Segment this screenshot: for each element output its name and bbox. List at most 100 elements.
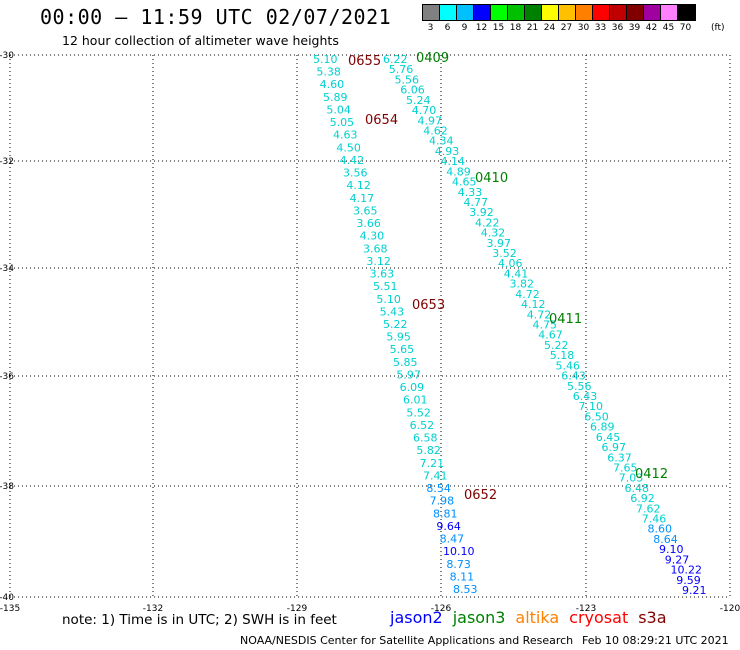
- pass-time-label: 0654: [365, 113, 398, 128]
- track-a-value: 5.04: [326, 103, 351, 116]
- track-a-value: 4.50: [336, 141, 361, 154]
- legend-swatch: [661, 5, 678, 20]
- page-subtitle: 12 hour collection of altimeter wave hei…: [62, 33, 339, 48]
- legend-swatch: [559, 5, 576, 20]
- track-a-value: 4.17: [350, 192, 375, 205]
- track-b-value: 5.22: [544, 339, 569, 352]
- track-b-value: 5.56: [567, 380, 592, 393]
- track-a-value: 8.53: [453, 583, 478, 596]
- track-b-value: 4.89: [446, 165, 471, 178]
- legend-swatch: [440, 5, 457, 20]
- legend-swatch: [525, 5, 542, 20]
- track-b-value: 4.77: [464, 196, 489, 209]
- generated-timestamp: Feb 10 08:29:21 UTC 2021: [582, 634, 729, 647]
- track-a-value: 6.01: [403, 394, 428, 407]
- track-b-value: 5.76: [389, 63, 414, 76]
- track-a-value: 4.12: [346, 179, 371, 192]
- track-b-value: 8.60: [648, 523, 673, 536]
- legend-swatch: [423, 5, 440, 20]
- legend-label: 36: [611, 23, 624, 33]
- footer-note: note: 1) Time is in UTC; 2) SWH is in fe…: [62, 612, 337, 628]
- legend-label: 9: [461, 23, 468, 33]
- track-b-value: 9.10: [659, 543, 684, 556]
- legend-label: 45: [662, 23, 675, 33]
- track-a-value: 6.52: [410, 419, 435, 432]
- pass-time-label: 0409: [416, 51, 449, 66]
- legend-swatch: [610, 5, 627, 20]
- track-a-value: 8.81: [433, 507, 458, 520]
- legend-swatch: [576, 5, 593, 20]
- color-legend: 3 6 9 12 15 18 21 24 27 30 33 36 39 42 45 70 (ft): [422, 4, 725, 33]
- track-a-value: 4.60: [320, 78, 345, 91]
- lon-label: -123: [576, 604, 596, 614]
- legend-label: 12: [475, 23, 488, 33]
- track-b-value: 4.22: [475, 216, 500, 229]
- track-b-value: 4.72: [527, 308, 552, 321]
- legend-labels: 3 6 9 12 15 18 21 24 27 30 33 36 39 42 45 70: [422, 23, 696, 33]
- track-a-value: 5.65: [390, 343, 415, 356]
- track-b-value: 6.45: [596, 431, 621, 444]
- track-b-value: 6.06: [400, 84, 425, 97]
- lon-label: -126: [431, 604, 452, 614]
- track-b-value: 5.56: [395, 73, 420, 86]
- track-a-value: 5.38: [316, 66, 341, 79]
- track-a-value: 8.73: [446, 558, 471, 571]
- track-a-value: 5.10: [376, 293, 401, 306]
- legend-swatch: [474, 5, 491, 20]
- track-a-value: 5.43: [380, 305, 405, 318]
- legend-unit: (ft): [711, 23, 725, 33]
- track-b-value: 5.46: [556, 359, 581, 372]
- pass-time-label: 0652: [464, 488, 497, 503]
- track-a-value: 5.89: [323, 91, 348, 104]
- track-b-value: 4.12: [521, 298, 546, 311]
- lat-label: -36: [0, 372, 14, 382]
- satellite-name: jason3: [452, 608, 506, 627]
- track-b-values: 6.225.765.566.065.244.704.974.624.344.93…: [383, 53, 707, 597]
- track-b-value: 6.92: [630, 492, 655, 505]
- track-b-value: 6.48: [625, 482, 650, 495]
- track-a-value: 7.41: [423, 469, 448, 482]
- track-a-value: 5.22: [383, 318, 408, 331]
- track-a-value: 5.97: [396, 368, 421, 381]
- lon-label: -129: [287, 604, 308, 614]
- track-b-value: 6.97: [602, 441, 627, 454]
- pass-time-labels: 0655 0409 0654 0410 0653 0411 0412 0652: [348, 51, 668, 503]
- track-a-value: 10.10: [443, 545, 475, 558]
- lat-label: -30: [0, 51, 14, 61]
- legend-swatch: [644, 5, 661, 20]
- satellite-name: cryosat: [569, 608, 629, 627]
- legend-label: 18: [509, 23, 522, 33]
- track-a-value: 3.56: [343, 167, 368, 180]
- track-b-value: 4.06: [498, 257, 523, 270]
- track-a-value: 3.68: [363, 242, 388, 255]
- track-b-value: 6.50: [584, 410, 609, 423]
- track-a-value: 7.98: [430, 495, 455, 508]
- track-a-value: 5.51: [373, 280, 398, 293]
- pass-time-label: 0412: [635, 467, 668, 482]
- track-a-value: 3.66: [356, 217, 381, 230]
- page-title: 00:00 – 11:59 UTC 02/07/2021: [40, 5, 392, 29]
- lat-label: -40: [0, 593, 14, 603]
- track-b-value: 4.14: [441, 155, 466, 168]
- track-b-value: 7.03: [619, 472, 644, 485]
- track-a-value: 4.42: [340, 154, 365, 167]
- lon-label: -120: [720, 604, 740, 614]
- credit-text: NOAA/NESDIS Center for Satellite Applica…: [240, 634, 574, 647]
- track-b-value: 4.67: [538, 329, 563, 342]
- legend-label: 15: [492, 23, 505, 33]
- lat-label: -32: [0, 157, 14, 167]
- track-b-value: 10.22: [671, 564, 703, 577]
- track-a-value: 5.52: [406, 406, 431, 419]
- legend-swatch: [593, 5, 610, 20]
- satellite-legend: jason2 jason3 altika cryosat s3a: [390, 608, 667, 627]
- track-b-value: 3.82: [510, 278, 535, 291]
- track-b-value: 5.18: [550, 349, 575, 362]
- pass-time-label: 0410: [475, 171, 508, 186]
- track-a-value: 3.65: [353, 204, 378, 217]
- track-b-value: 3.97: [487, 237, 512, 250]
- track-b-value: 4.65: [452, 176, 477, 189]
- track-a-value: 5.05: [330, 116, 355, 129]
- legend-label: 27: [560, 23, 573, 33]
- track-b-value: 7.62: [636, 502, 661, 515]
